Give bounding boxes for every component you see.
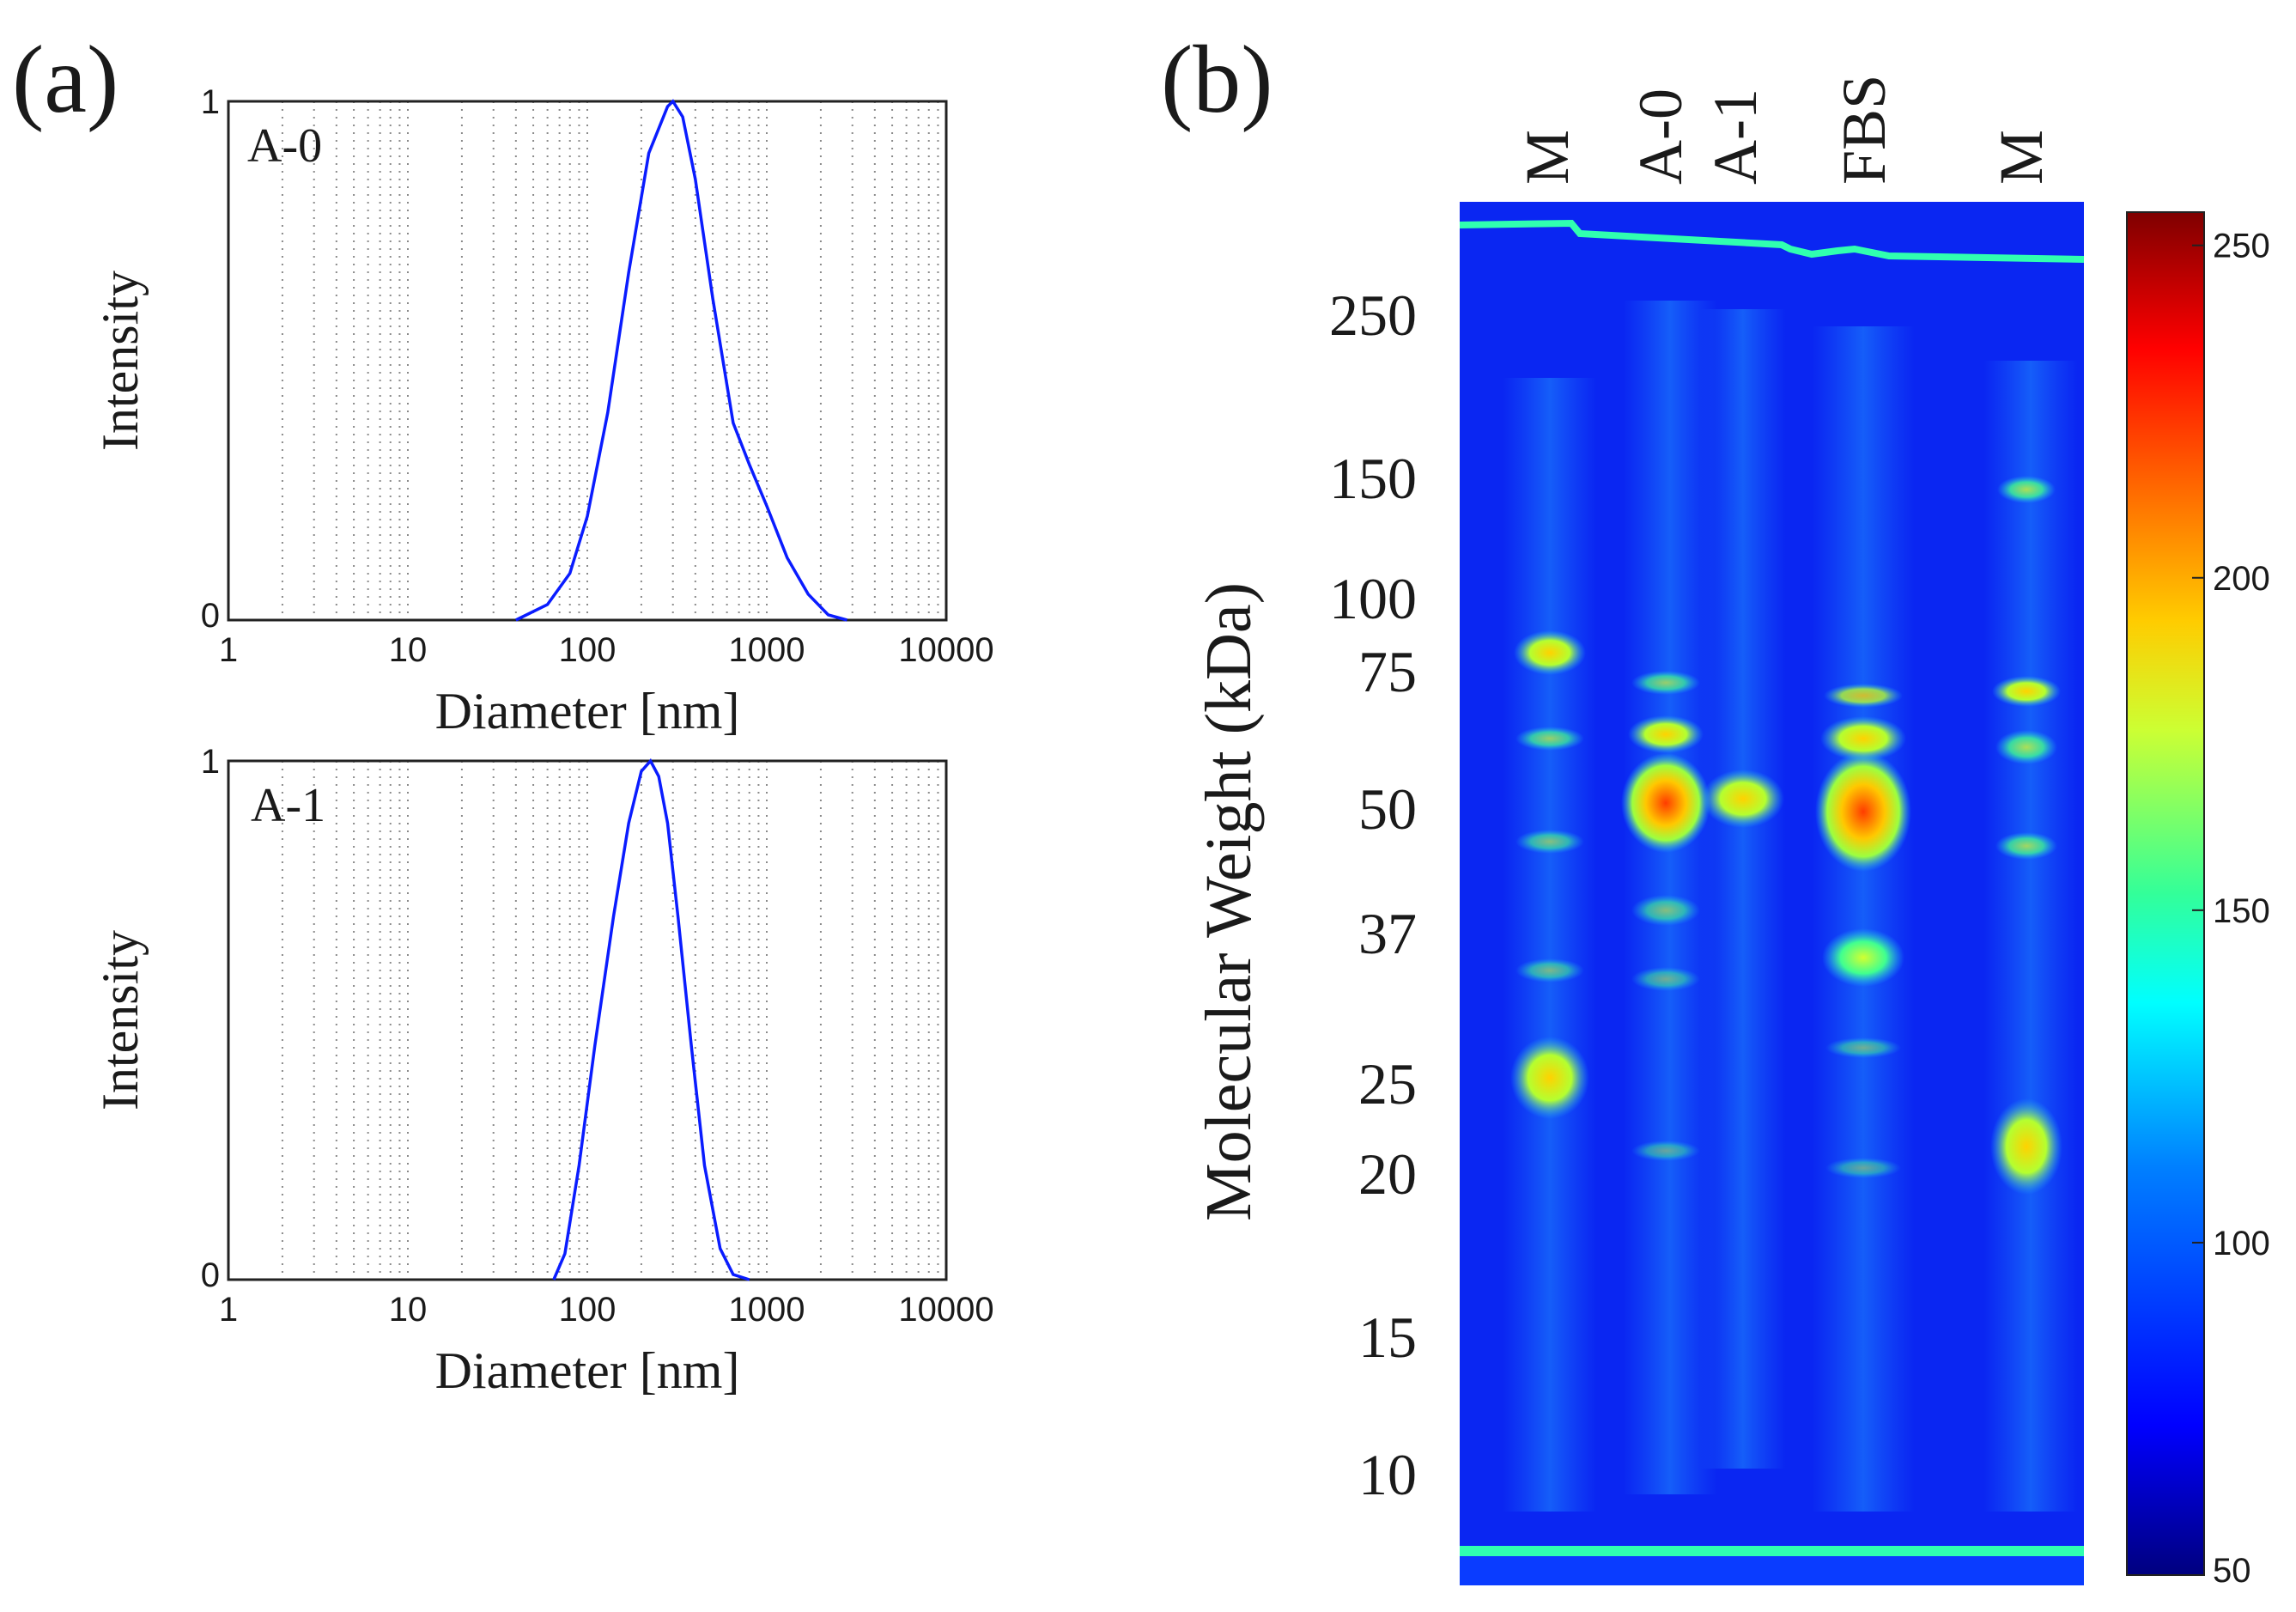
plot-grid (281, 101, 947, 620)
lane-smear (1700, 309, 1786, 1469)
mw-label-37: 37 (1358, 901, 1417, 966)
colorbar-tick-label: 150 (2213, 892, 2270, 930)
lane-a1-bands (1702, 770, 1784, 828)
lane-labels: M A-0 A-1 FBS M (1513, 75, 2056, 185)
colorbar-tick-label: 200 (2213, 560, 2270, 598)
gel-band (1825, 1037, 1901, 1058)
gel-band (1995, 832, 2057, 860)
x-tick-label: 100 (559, 1291, 617, 1329)
mw-marker-labels: 250 150 100 75 50 37 25 20 15 10 (1329, 283, 1417, 1507)
lane-smear (1503, 378, 1597, 1512)
gel-bottom-edge (1460, 1556, 2084, 1585)
y-tick-label: 0 (201, 597, 220, 635)
gel-band (1825, 1158, 1901, 1178)
lane-label-a1: A-1 (1701, 88, 1770, 185)
gel-band (1995, 730, 2057, 764)
dls-plot-a0: A-0 Intensity Diameter [nm] 1 10 100 1000 10… (92, 83, 994, 739)
mw-label-25: 25 (1358, 1051, 1417, 1116)
gel-band (1702, 770, 1784, 828)
x-tick-label: 100 (559, 631, 617, 669)
sample-label: A-0 (247, 119, 322, 173)
gel-band (1510, 1037, 1589, 1119)
x-tick-labels: 1 10 100 1000 10000 (219, 631, 994, 669)
x-tick-label: 10 (389, 1291, 428, 1329)
x-tick-label: 1000 (729, 1291, 805, 1329)
x-tick-label: 1 (219, 631, 238, 669)
x-tick-label: 10 (389, 631, 428, 669)
y-axis-label: Intensity (92, 271, 149, 451)
lane-m-right-bands (1990, 476, 2062, 1195)
mw-label-10: 10 (1358, 1442, 1417, 1507)
gel-image (1459, 202, 2085, 1585)
x-axis-label: Diameter [nm] (435, 683, 740, 739)
gel-band (1824, 684, 1903, 708)
sample-label: A-1 (251, 779, 325, 832)
dls-plot-a1: A-1 Intensity Diameter [nm] 1 10 100 1000 10… (92, 743, 994, 1399)
mw-label-50: 50 (1358, 776, 1417, 842)
y-tick-labels: 01 (201, 743, 220, 1294)
colorbar-tick-label: 100 (2213, 1225, 2270, 1262)
gel-band (1515, 830, 1584, 854)
y-tick-labels: 01 (201, 83, 220, 635)
colorbar-tick-label: 50 (2213, 1552, 2251, 1590)
gel-dye-front (1460, 1546, 2084, 1556)
gel-band (1515, 958, 1584, 982)
colorbar-gradient (2126, 211, 2205, 1576)
plot-grid (281, 761, 947, 1280)
gel-band (1992, 676, 2061, 707)
y-tick-label: 1 (201, 743, 220, 781)
gel-band (1631, 1141, 1700, 1161)
mw-label-100: 100 (1329, 566, 1417, 631)
gel-top-edge (1459, 219, 2085, 263)
gel-band (1628, 715, 1704, 753)
x-axis-label: Diameter [nm] (435, 1342, 740, 1399)
panel-b-label: (b) (1161, 27, 1273, 133)
gel-band (1631, 671, 1700, 695)
gel-band (1514, 630, 1586, 675)
mw-label-15: 15 (1358, 1305, 1417, 1370)
x-tick-label: 10000 (898, 631, 993, 669)
lane-label-fbs: FBS (1830, 75, 1898, 185)
gel-band (1997, 476, 2056, 503)
x-tick-label: 1 (219, 1291, 238, 1329)
gel-band (1822, 928, 1904, 987)
lane-fbs-bands (1815, 684, 1911, 1178)
gel-band (1631, 895, 1700, 926)
colorbar-ticks: 250 200 150 100 50 (2192, 228, 2270, 1590)
lane-label-a0: A-0 (1626, 88, 1695, 185)
colorbar-tick-label: 250 (2213, 228, 2270, 265)
panel-a-label: (a) (12, 27, 118, 133)
mw-label-150: 150 (1329, 446, 1417, 511)
mw-label-20: 20 (1358, 1141, 1417, 1207)
colorbar: 250 200 150 100 50 (2126, 211, 2270, 1590)
plot-frame (227, 100, 948, 622)
lane-m-left-bands (1510, 630, 1589, 1119)
x-tick-label: 10000 (898, 1291, 993, 1329)
x-tick-labels: 1 10 100 1000 10000 (219, 1291, 994, 1329)
gel-band (1631, 967, 1700, 991)
mw-label-250: 250 (1329, 283, 1417, 348)
lane-smear (1983, 361, 2078, 1512)
gel-band (1621, 753, 1710, 853)
y-tick-label: 1 (201, 83, 220, 121)
gel-band (1820, 716, 1906, 761)
intensity-line-a1 (552, 757, 750, 1281)
plot-frame (227, 759, 948, 1281)
y-tick-label: 0 (201, 1256, 220, 1294)
gel-band (1990, 1098, 2062, 1195)
intensity-line-a0 (515, 99, 847, 622)
y-axis-label: Intensity (92, 930, 149, 1110)
gel-band (1515, 727, 1584, 751)
gel-band (1815, 751, 1911, 872)
lane-a0-bands (1621, 671, 1710, 1161)
lane-label-m-right: M (1987, 130, 2056, 185)
lane-smear (1812, 326, 1915, 1512)
gel-y-axis-label: Molecular Weight (kDa) (1193, 582, 1265, 1221)
lane-label-m-left: M (1513, 130, 1582, 185)
x-tick-label: 1000 (729, 631, 805, 669)
mw-label-75: 75 (1358, 639, 1417, 704)
